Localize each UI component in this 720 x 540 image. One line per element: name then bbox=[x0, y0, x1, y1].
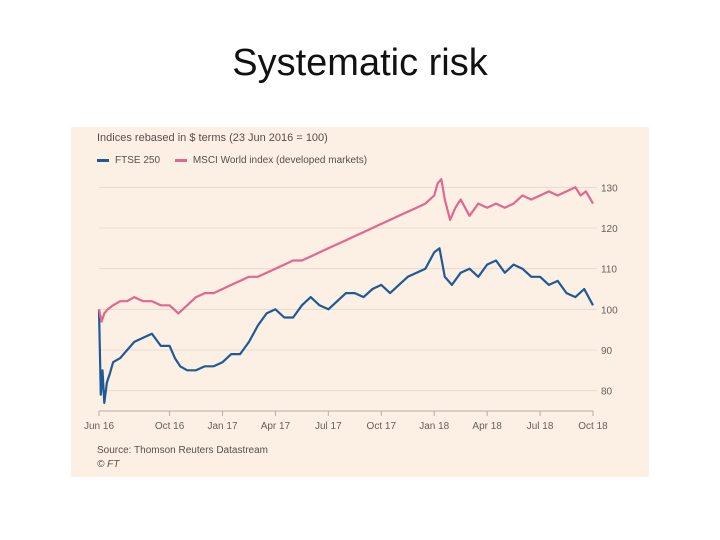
x-tick-label-6: Jan 18 bbox=[419, 421, 449, 432]
slide-title: Systematic risk bbox=[232, 42, 488, 84]
chart-plot: 80 90 100 110 120 130 Jun 16 Oct 16 Jan 17 Apr 17… bbox=[84, 178, 618, 432]
legend-item-msci: MSCI World index (developed markets) bbox=[174, 155, 368, 166]
legend-swatch-msci bbox=[174, 159, 187, 162]
x-tick-label-3: Apr 17 bbox=[261, 421, 291, 432]
x-tick-label-8: Jul 18 bbox=[527, 421, 554, 432]
y-tick-label-100: 100 bbox=[601, 305, 618, 316]
chart-credit: © FT bbox=[97, 459, 120, 470]
y-tick-label-90: 90 bbox=[601, 346, 613, 357]
x-tick-label-9: Oct 18 bbox=[578, 421, 608, 432]
y-tick-label-130: 130 bbox=[601, 183, 618, 194]
series-line-ftse-250 bbox=[97, 247, 594, 404]
legend-swatch-ftse bbox=[97, 159, 109, 162]
x-tick-label-7: Apr 18 bbox=[472, 421, 502, 432]
y-tick-label-80: 80 bbox=[601, 387, 613, 398]
chart-source: Source: Thomson Reuters Datastream bbox=[97, 445, 269, 456]
legend-item-ftse: FTSE 250 bbox=[97, 155, 160, 166]
x-tick-label-1: Oct 16 bbox=[155, 421, 185, 432]
series-line-msci-world bbox=[97, 178, 594, 323]
x-tick-label-2: Jan 17 bbox=[207, 421, 237, 432]
y-tick-label-110: 110 bbox=[601, 265, 617, 276]
x-tick-label-4: Jul 17 bbox=[315, 421, 342, 432]
legend-label-msci: MSCI World index (developed markets) bbox=[192, 155, 368, 166]
legend-label-ftse: FTSE 250 bbox=[115, 155, 161, 166]
y-tick-label-120: 120 bbox=[601, 224, 618, 235]
x-tick-label-0: Jun 16 bbox=[84, 421, 114, 432]
x-tick-label-5: Oct 17 bbox=[367, 421, 397, 432]
chart-card: Indices rebased in $ terms (23 Jun 2016 … bbox=[71, 127, 649, 477]
chart-title: Indices rebased in $ terms (23 Jun 2016 … bbox=[97, 132, 328, 144]
chart-legend: FTSE 250 MSCI World index (developed mar… bbox=[97, 154, 379, 166]
